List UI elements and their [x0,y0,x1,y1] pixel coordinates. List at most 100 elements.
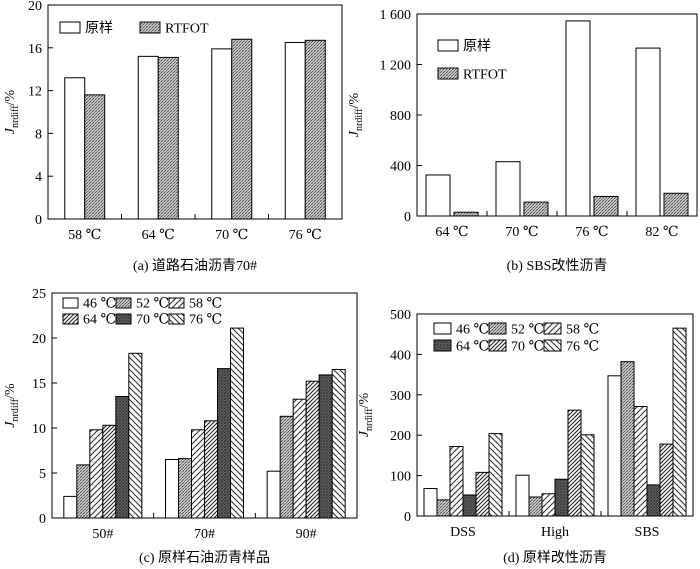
y-axis-label-unit: /% [357,392,372,408]
legend-swatch [437,67,459,80]
bar [84,94,106,220]
bar [580,434,595,517]
y-tick-label: 5 [39,467,46,482]
bar [137,55,159,220]
legend-label: 52 ℃ [136,297,169,312]
bar [449,446,464,517]
bar [659,443,674,517]
y-axis-label-symbol: J [357,430,372,437]
bar [89,429,104,519]
bar [565,20,591,217]
y-axis-label: Jnrdiff/% [3,383,21,428]
bar [672,327,687,517]
y-tick-label: 8 [35,127,42,142]
bar [515,474,530,517]
y-axis-label-symbol: J [347,130,362,137]
bar [292,398,307,519]
bar [64,77,86,220]
panel-caption: (c) 原样石油沥青样品 [139,550,270,566]
bar [646,484,661,517]
y-axis-label-subscript: nrdiff [10,398,21,421]
bar [284,41,306,220]
y-tick-label: 10 [32,422,46,437]
x-tick-label: DSS [450,525,476,540]
bar [76,464,91,519]
bar [620,361,635,517]
bar [423,488,438,517]
bar [425,174,451,217]
legend-swatch [433,322,452,335]
panel-caption: (b) SBS改性沥青 [507,258,608,274]
y-axis-label: Jnrdiff/% [357,392,375,437]
bar [607,375,622,517]
y-axis-label-unit: /% [347,92,362,108]
y-tick-label: 4 [35,170,42,185]
panel-a: 0 4 8 12 16 20 58 ℃ 64 ℃ 70 ℃ 76 ℃ Jnrdiff/% 原样 RTFO… [3,0,343,274]
bar [567,409,582,517]
bar [495,161,521,217]
legend-swatch [115,313,132,325]
bar [523,201,549,217]
panel-b: 0 400 800 1 200 1 600 64 ℃ 70 ℃ 76 ℃ 82 ℃ Jnrdiff… [347,8,698,274]
y-tick-label: 0 [404,210,411,225]
y-axis-label: Jnrdiff/% [347,92,365,137]
legend-swatch [488,339,507,352]
legend-swatch [62,313,79,325]
y-axis-label-subscript: nrdiff [364,408,375,431]
legend-label: 64 ℃ [456,340,489,355]
bar [554,478,569,517]
legend-label: 76 ℃ [189,313,222,328]
bar [204,420,218,519]
y-tick-label: 12 [28,85,42,100]
legend-swatch [433,339,452,352]
panel-caption: (a) 道路石油沥青70# [133,258,257,274]
legend-label: 46 ℃ [456,323,489,338]
legend-label: 58 ℃ [189,297,222,312]
x-tick-label: 82 ℃ [645,225,678,240]
x-tick-label: 76 ℃ [575,225,608,240]
legend-label: 70 ℃ [511,340,544,355]
x-tick-label: SBS [635,525,660,540]
legend-label: 58 ℃ [566,323,599,338]
y-tick-label: 1 600 [380,8,412,23]
y-tick-label: 15 [32,377,46,392]
x-tick-label: 76 ℃ [289,228,322,243]
legend-swatch [437,39,459,52]
bar [115,396,130,519]
bar [217,368,231,519]
y-axis-label-unit: /% [3,89,18,105]
bar [436,499,451,517]
legend-label: 70 ℃ [136,313,169,328]
legend-swatch [139,21,161,34]
bar [593,195,619,217]
legend-label: 原样 [85,21,113,37]
y-tick-label: 800 [390,109,411,124]
bar [541,493,556,517]
y-tick-label: 20 [28,0,42,14]
x-tick-label: 64 ℃ [142,228,175,243]
bar [102,424,117,519]
bar [128,352,143,519]
bar [231,38,253,220]
x-tick-label: 70 ℃ [505,225,538,240]
y-axis-label-symbol: J [3,421,18,428]
bar [633,406,648,517]
bar [462,494,477,517]
y-tick-label: 300 [390,389,411,404]
bar [318,374,333,519]
legend-label: 46 ℃ [83,297,116,312]
legend-swatch [168,313,185,325]
legend-swatch [62,297,79,309]
bar [266,470,281,519]
bar [304,39,326,220]
x-tick-label: 58 ℃ [68,228,101,243]
y-axis-label-subscript: nrdiff [354,108,365,131]
bar [230,327,244,519]
y-axis-label-unit: /% [3,383,18,399]
bar [178,458,192,519]
bar [157,56,179,220]
legend-swatch [543,339,562,352]
bar [488,433,503,517]
legend-swatch [115,297,132,309]
legend-swatch [168,297,185,309]
